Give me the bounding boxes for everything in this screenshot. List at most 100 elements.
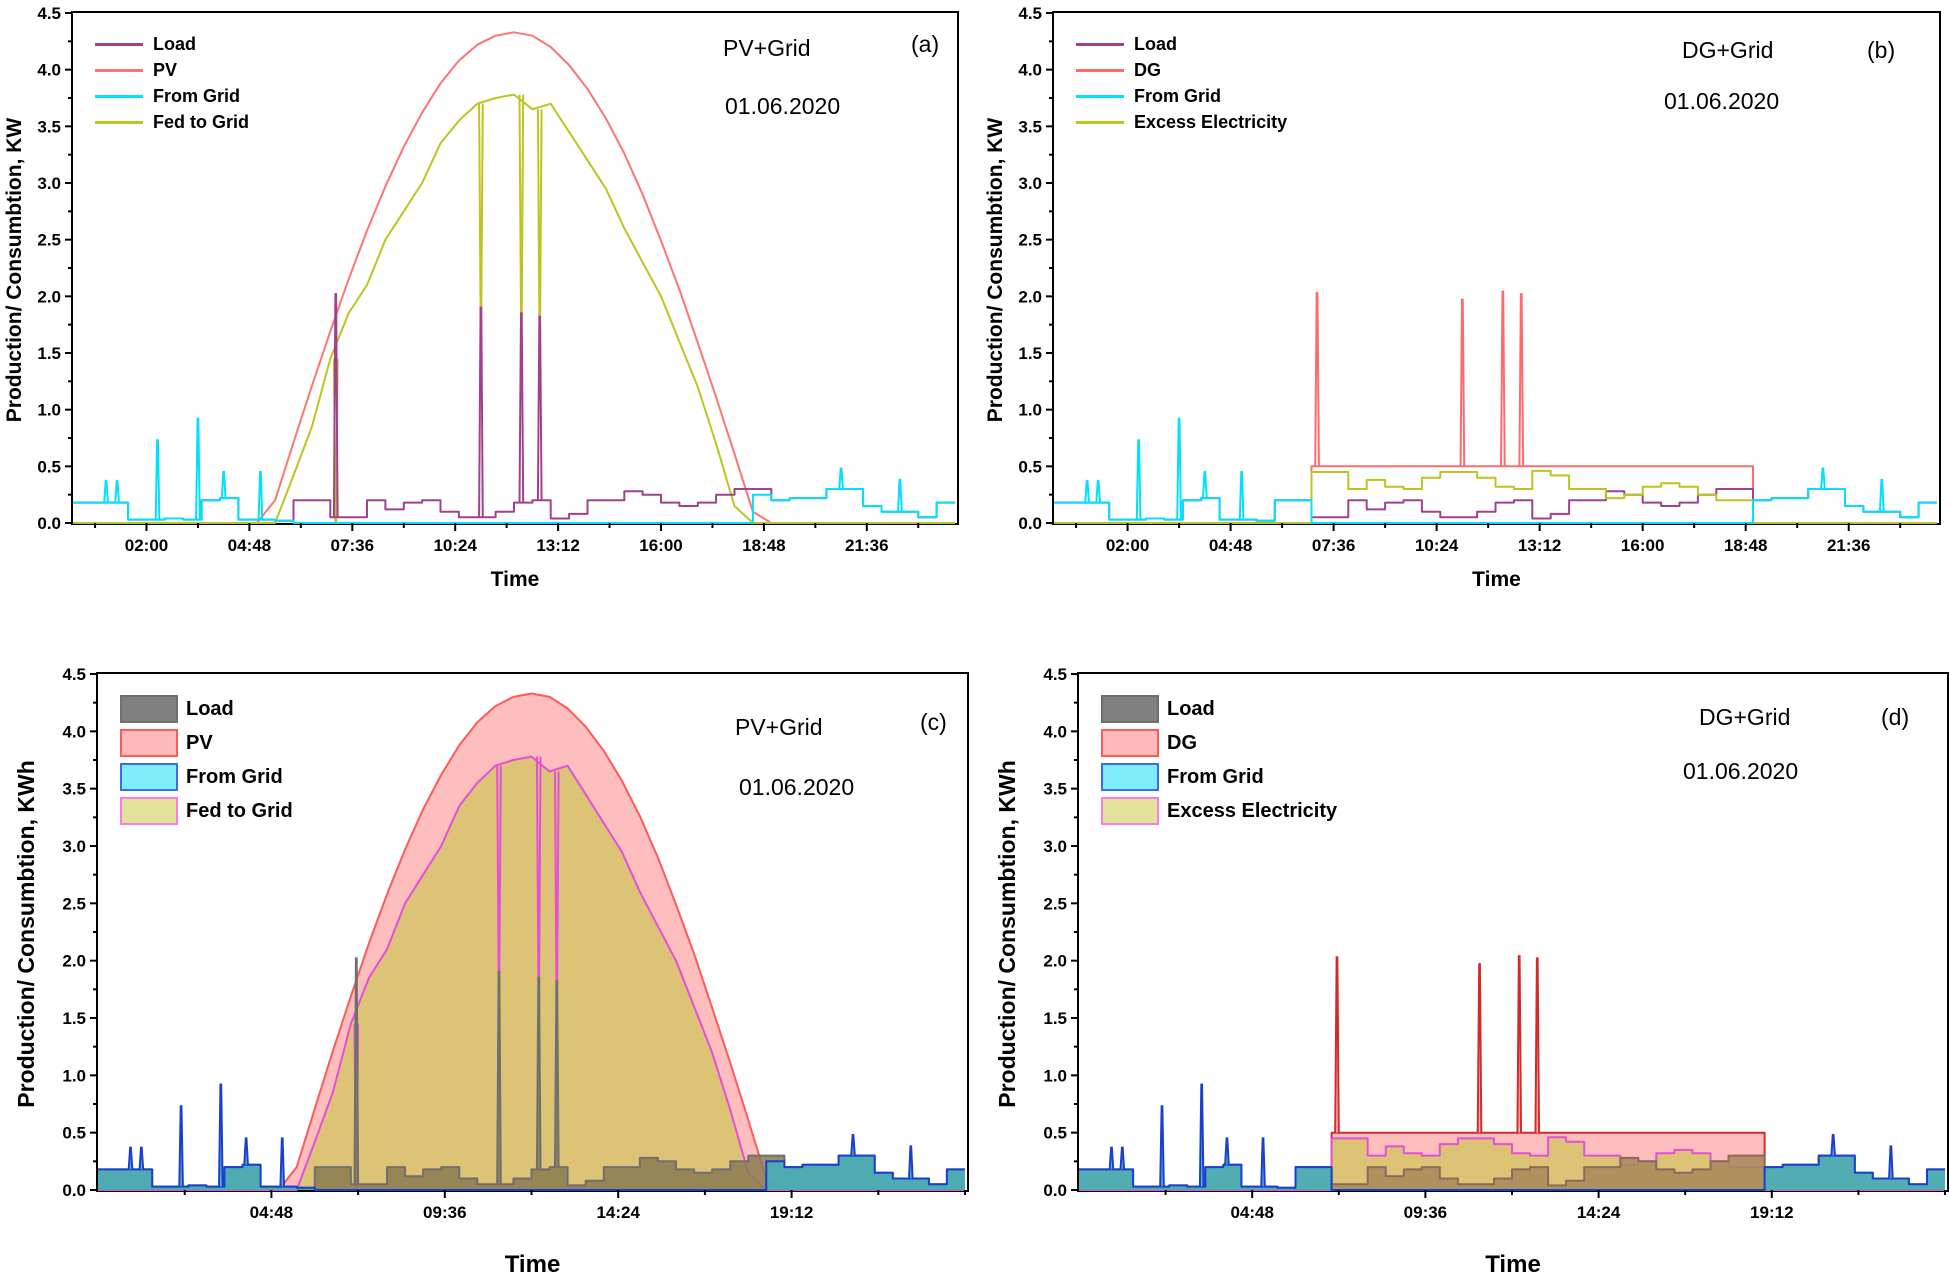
spike-mark	[478, 306, 484, 518]
x-tick-label: 04:48	[250, 1203, 293, 1222]
x-tick-label: 10:24	[433, 536, 477, 555]
x-tick-label: 16:00	[639, 536, 682, 555]
x-tick-label: 09:36	[423, 1203, 466, 1222]
y-tick-label: 4.5	[1043, 665, 1067, 684]
series-line-load	[1054, 488, 1937, 522]
chart-date: 01.06.2020	[739, 774, 855, 800]
spike-mark	[478, 103, 484, 309]
y-tick-label: 1.0	[1018, 401, 1042, 420]
x-tick-label: 02:00	[1106, 536, 1149, 555]
chart-title: DG+Grid	[1682, 37, 1774, 63]
chart-date: 01.06.2020	[1683, 758, 1799, 784]
legend-swatch-line	[1076, 68, 1124, 72]
chart-panel-b: 0.0 0.5 1.0 1.5 2.0 2.5 3.0 3.5 4.0 4.5 02:00 04:48…	[984, 4, 1941, 591]
spike-mark	[535, 976, 542, 1170]
spike-mark	[1878, 478, 1885, 512]
series-from-grid	[1079, 1083, 1945, 1191]
legend-label: From Grid	[186, 765, 283, 788]
legend-label: Load	[186, 697, 234, 720]
y-tick-label: 3.0	[1018, 174, 1042, 193]
y-tick-label: 1.5	[1043, 1009, 1067, 1028]
chart-title: PV+Grid	[723, 35, 811, 61]
y-axis-label: Production/ Consumbtion, KWh	[994, 760, 1020, 1108]
y-tick-label: 2.5	[62, 894, 86, 913]
series-from-grid	[73, 417, 955, 524]
x-tick-label: 16:00	[1621, 536, 1664, 555]
x-tick-label: 13:12	[536, 536, 579, 555]
legend-swatch-box	[1101, 797, 1159, 825]
x-tick-label: 09:36	[1404, 1203, 1447, 1222]
legend-item-load: Load	[95, 31, 249, 57]
legend-item-pv: PV	[95, 57, 249, 83]
legend-label: Load	[1134, 33, 1177, 54]
y-axis-label: Production/ Consumbtion, KW	[984, 117, 1007, 423]
series-line-load	[73, 488, 955, 522]
y-tick-label: 3.5	[1018, 117, 1042, 136]
spike-mark	[1084, 480, 1090, 503]
spike-mark	[1202, 471, 1208, 499]
y-tick-label: 2.0	[62, 952, 86, 971]
y-tick-label: 0.0	[37, 514, 61, 533]
spike-mark	[1135, 439, 1142, 520]
spike-mark	[195, 417, 201, 520]
y-tick-label: 2.5	[1043, 894, 1067, 913]
y-tick-label: 1.0	[62, 1066, 86, 1085]
x-tick-label: 19:12	[1750, 1203, 1793, 1222]
legend-swatch-box	[1101, 695, 1159, 723]
y-axis-label: Production/ Consumbtion, KW	[3, 117, 26, 423]
spike-mark	[218, 1083, 224, 1187]
spike-mark	[1476, 963, 1483, 1133]
legend-label: DG	[1134, 59, 1161, 80]
y-tick-label: 0.5	[37, 457, 61, 476]
series-line-from-grid	[1079, 1154, 1945, 1191]
series-fed-to-grid	[73, 93, 955, 524]
legend-item-dg: DG	[1076, 57, 1287, 83]
legend-item-load: Load	[1101, 692, 1337, 726]
spike-mark	[1198, 1083, 1205, 1187]
legend-item-from-grid: From Grid	[120, 760, 293, 794]
legend: Load DG From Grid Excess Electricity	[1076, 31, 1287, 135]
series-dg	[1054, 290, 1937, 524]
chart-date: 01.06.2020	[725, 93, 841, 119]
x-tick-label: 14:24	[1577, 1203, 1621, 1222]
y-tick-label: 3.5	[37, 117, 61, 136]
y-tick-label: 4.5	[1018, 4, 1042, 23]
spike-mark	[1238, 471, 1245, 520]
legend-label: Fed to Grid	[186, 799, 293, 822]
legend-item-pv: PV	[120, 726, 293, 760]
spike-mark	[897, 478, 903, 512]
series-area-fed-to-grid	[98, 756, 965, 1190]
panel-label: (d)	[1881, 704, 1910, 730]
x-tick-label: 07:36	[331, 536, 374, 555]
y-tick-label: 0.0	[62, 1181, 86, 1200]
series-line-from-grid	[73, 488, 955, 524]
spike-mark	[1888, 1145, 1894, 1179]
spike-mark	[127, 1146, 134, 1170]
y-tick-label: 2.5	[37, 231, 61, 250]
legend-label: Load	[153, 33, 196, 54]
spike-mark	[850, 1133, 856, 1156]
legend-swatch-box	[120, 797, 178, 825]
legend-item-load: Load	[120, 692, 293, 726]
x-tick-label: 04:48	[228, 536, 271, 555]
y-tick-label: 2.0	[1018, 287, 1042, 306]
spike-mark	[1260, 1137, 1266, 1187]
y-tick-label: 1.0	[1043, 1066, 1067, 1085]
spike-mark	[114, 480, 120, 503]
spike-mark	[838, 467, 844, 490]
legend-item-dg: DG	[1101, 726, 1337, 760]
legend-item-from-grid: From Grid	[1101, 760, 1337, 794]
y-tick-label: 4.5	[62, 665, 86, 684]
legend-label: Fed to Grid	[153, 111, 249, 132]
spike-mark	[154, 439, 161, 520]
x-tick-label: 18:48	[742, 536, 785, 555]
y-tick-label: 1.5	[1018, 344, 1042, 363]
y-tick-label: 0.5	[1018, 457, 1042, 476]
legend-item-excess-electricity: Excess Electricity	[1101, 794, 1337, 828]
panel-label: (a)	[911, 31, 940, 57]
panel-label: (b)	[1867, 37, 1896, 63]
x-axis-label: Time	[504, 1251, 561, 1278]
legend-label: Excess Electricity	[1167, 799, 1338, 822]
x-axis-label: Time	[1485, 1251, 1541, 1278]
legend-swatch-line	[95, 68, 143, 72]
